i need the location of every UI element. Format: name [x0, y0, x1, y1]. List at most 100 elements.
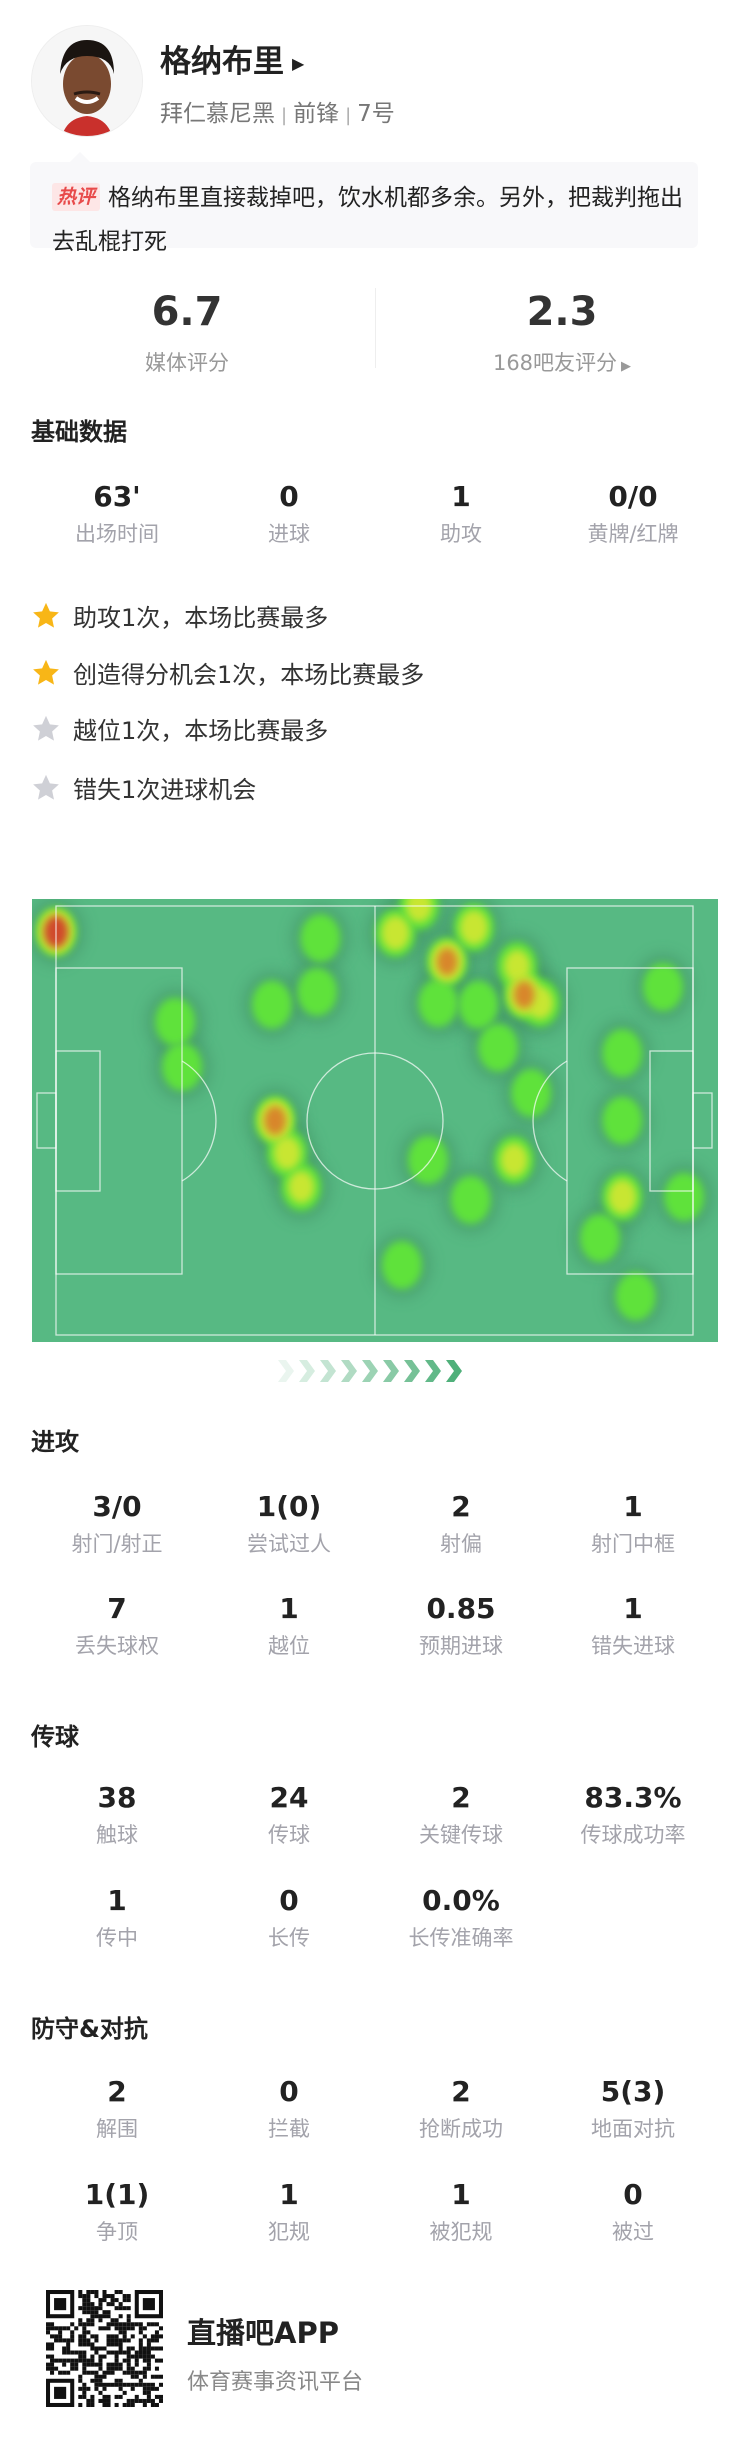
- stat-label: 射门/射正: [71, 1532, 163, 1556]
- chevron-right-icon: [299, 1360, 315, 1382]
- stat-attack: 7 丢失球权: [31, 1592, 203, 1660]
- chevron-right-icon: [446, 1360, 462, 1382]
- stat-label: 解围: [96, 2117, 138, 2141]
- stat-value: 3/0: [92, 1490, 142, 1523]
- chevron-right-icon: [320, 1360, 336, 1382]
- media-rating-value: 6.7: [151, 289, 223, 335]
- stat-value: 1: [107, 1884, 127, 1917]
- stat-label: 地面对抗: [591, 2117, 675, 2141]
- heatmap-peak: [513, 981, 535, 1009]
- rating-divider: [375, 288, 376, 368]
- highlight-item: 越位1次，本场比赛最多: [31, 711, 328, 746]
- fan-rating[interactable]: 2.3 168吧友评分 ▶: [437, 287, 687, 377]
- attack-stats-grid: 3/0 射门/射正 1(0) 尝试过人 2 射偏 1 射门中框 7 丢失球权 1 越位 0.85 预期进球…: [31, 1490, 719, 1660]
- stat-defense: 1 被犯规: [375, 2178, 547, 2246]
- separator: |: [281, 105, 288, 126]
- stat-label: 尝试过人: [247, 1532, 331, 1556]
- stat-label: 越位: [268, 1634, 310, 1658]
- stat-value: 38: [97, 1781, 137, 1814]
- stat-defense: 1(1) 争顶: [31, 2178, 203, 2246]
- stat-label: 错失进球: [591, 1634, 675, 1658]
- passing-stats-grid: 38 触球 24 传球 2 关键传球 83.3% 传球成功率 1 传中 0 长传 0.0% 长传准确率: [31, 1781, 719, 1952]
- media-rating-label: 媒体评分: [145, 351, 229, 375]
- stat-defense: 2 抢断成功: [375, 2075, 547, 2143]
- player-avatar[interactable]: [31, 25, 143, 137]
- section-title-defense: 防守&对抗: [31, 2015, 148, 2043]
- stat-value: 1: [451, 480, 471, 513]
- stat-label: 被过: [612, 2220, 654, 2244]
- stat-defense: 5(3) 地面对抗: [547, 2075, 719, 2143]
- stat-defense: 2 解围: [31, 2075, 203, 2143]
- heatmap-peak: [264, 1106, 286, 1135]
- heatmap-blob: [602, 1096, 643, 1145]
- stat-attack: 1 错失进球: [547, 1592, 719, 1660]
- stat-value: 83.3%: [584, 1781, 682, 1814]
- basic-stats-grid: 63' 出场时间 0 进球 1 助攻 0/0 黄牌/红牌: [31, 480, 719, 548]
- attack-direction-chevrons: [278, 1360, 462, 1382]
- heatmap-hotspot: [288, 1170, 315, 1203]
- stat-label: 关键传球: [419, 1823, 503, 1847]
- heatmap-blob: [511, 1069, 552, 1118]
- center-circle: [306, 1052, 444, 1190]
- hot-comment-text: 格纳布里直接裁掉吧，饮水机都多余。另外，把裁判拖出去乱棍打死: [52, 185, 684, 255]
- stat-label: 丢失球权: [75, 1634, 159, 1658]
- heatmap-blob: [664, 1172, 705, 1221]
- stat-attack: 0.85 预期进球: [375, 1592, 547, 1660]
- stat-passing: 83.3% 传球成功率: [547, 1781, 719, 1849]
- team-name: 拜仁慕尼黑: [160, 101, 275, 127]
- stat-value: 1: [279, 2178, 299, 2211]
- heatmap-blob: [251, 980, 292, 1029]
- heatmap-pitch: [32, 899, 718, 1342]
- highlight-item: 创造得分机会1次，本场比赛最多: [31, 655, 424, 690]
- highlight-text: 助攻1次，本场比赛最多: [73, 604, 329, 632]
- heatmap-hotspot: [381, 915, 410, 951]
- stat-passing: 38 触球: [31, 1781, 203, 1849]
- stat-value: 1: [451, 2178, 471, 2211]
- left-goal: [36, 1092, 57, 1149]
- stat-passing: 0 长传: [203, 1884, 375, 1952]
- stat-value: 7: [107, 1592, 127, 1625]
- stat-value: 63': [93, 480, 141, 513]
- caret-right-icon: ▶: [621, 359, 632, 374]
- stat-value: 2: [451, 1781, 471, 1814]
- heatmap-hotspot: [406, 899, 433, 922]
- heatmap-peak: [436, 948, 458, 976]
- stat-value: 1: [623, 1592, 643, 1625]
- heatmap-blob: [300, 914, 341, 963]
- hot-comment[interactable]: 热评 格纳布里直接裁掉吧，饮水机都多余。另外，把裁判拖出去乱棍打死: [30, 152, 698, 255]
- section-title-basic: 基础数据: [31, 418, 127, 446]
- stat-label: 长传: [268, 1926, 310, 1950]
- stat-value: 2: [451, 1490, 471, 1523]
- heatmap-hotspot: [273, 1136, 301, 1170]
- stat-value: 1(0): [256, 1490, 322, 1523]
- player-name[interactable]: 格纳布里 ▶: [160, 44, 305, 80]
- highlight-item: 助攻1次，本场比赛最多: [31, 598, 328, 633]
- stat-attack: 1 射门中框: [547, 1490, 719, 1558]
- stat-attack: 3/0 射门/射正: [31, 1490, 203, 1558]
- stat-value: 0: [623, 2178, 643, 2211]
- stat-value: 0: [279, 2075, 299, 2108]
- stat-value: 0: [279, 480, 299, 513]
- heatmap-hotspot: [459, 910, 488, 945]
- app-tagline: 体育赛事资讯平台: [187, 2370, 364, 2395]
- stat-label: 犯规: [268, 2220, 310, 2244]
- stat-label: 出场时间: [75, 522, 159, 546]
- defense-stats-grid: 2 解围 0 拦截 2 抢断成功 5(3) 地面对抗 1(1) 争顶 1 犯规 1 被犯规 0 被过: [31, 2075, 719, 2246]
- stat-value: 0/0: [608, 480, 658, 513]
- stat-value: 2: [451, 2075, 471, 2108]
- heatmap-hotspot: [608, 1179, 637, 1215]
- stat-label: 预期进球: [419, 1634, 503, 1658]
- stat-defense: 0 被过: [547, 2178, 719, 2246]
- left-penalty-arc: [181, 1060, 217, 1182]
- heatmap-blob: [381, 1241, 422, 1290]
- star-icon: [33, 715, 59, 741]
- fan-rating-label: 168吧友评分: [492, 351, 618, 375]
- chevron-right-icon: [362, 1360, 378, 1382]
- heatmap-blob: [478, 1023, 519, 1072]
- hot-comment-badge: 热评: [52, 183, 101, 211]
- chevron-right-icon: [383, 1360, 399, 1382]
- stat-label: 射偏: [440, 1532, 482, 1556]
- heatmap-blob: [643, 963, 684, 1012]
- heatmap-blob: [602, 1029, 643, 1078]
- stat-passing: 1 传中: [31, 1884, 203, 1952]
